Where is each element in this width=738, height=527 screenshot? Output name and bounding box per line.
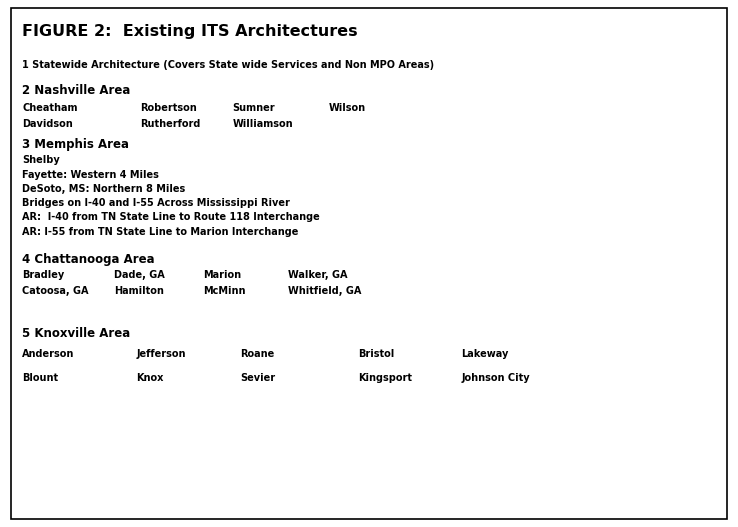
Text: Kingsport: Kingsport bbox=[358, 373, 412, 383]
Text: DeSoto, MS: Northern 8 Miles: DeSoto, MS: Northern 8 Miles bbox=[22, 184, 185, 194]
Text: Blount: Blount bbox=[22, 373, 58, 383]
Text: AR: I-55 from TN State Line to Marion Interchange: AR: I-55 from TN State Line to Marion In… bbox=[22, 227, 298, 237]
Text: Lakeway: Lakeway bbox=[461, 349, 508, 359]
Text: Cheatham: Cheatham bbox=[22, 103, 77, 113]
Text: Jefferson: Jefferson bbox=[137, 349, 186, 359]
Text: Robertson: Robertson bbox=[140, 103, 197, 113]
Text: 3 Memphis Area: 3 Memphis Area bbox=[22, 138, 129, 151]
Text: Bradley: Bradley bbox=[22, 270, 64, 280]
Text: Wilson: Wilson bbox=[328, 103, 365, 113]
Text: Hamilton: Hamilton bbox=[114, 286, 165, 296]
Text: 1 Statewide Architecture (Covers State wide Services and Non MPO Areas): 1 Statewide Architecture (Covers State w… bbox=[22, 60, 434, 70]
Text: Bristol: Bristol bbox=[358, 349, 394, 359]
Text: Catoosa, GA: Catoosa, GA bbox=[22, 286, 89, 296]
Text: Walker, GA: Walker, GA bbox=[288, 270, 348, 280]
Text: Bridges on I-40 and I-55 Across Mississippi River: Bridges on I-40 and I-55 Across Mississi… bbox=[22, 198, 290, 208]
Text: Fayette: Western 4 Miles: Fayette: Western 4 Miles bbox=[22, 170, 159, 180]
FancyBboxPatch shape bbox=[11, 8, 727, 519]
Text: Knox: Knox bbox=[137, 373, 164, 383]
Text: Sumner: Sumner bbox=[232, 103, 275, 113]
Text: Anderson: Anderson bbox=[22, 349, 75, 359]
Text: 2 Nashville Area: 2 Nashville Area bbox=[22, 84, 131, 97]
Text: AR:  I-40 from TN State Line to Route 118 Interchange: AR: I-40 from TN State Line to Route 118… bbox=[22, 212, 320, 222]
Text: Dade, GA: Dade, GA bbox=[114, 270, 165, 280]
Text: Williamson: Williamson bbox=[232, 119, 293, 129]
Text: 5 Knoxville Area: 5 Knoxville Area bbox=[22, 327, 131, 340]
Text: 4 Chattanooga Area: 4 Chattanooga Area bbox=[22, 253, 155, 266]
Text: Shelby: Shelby bbox=[22, 155, 60, 165]
Text: Davidson: Davidson bbox=[22, 119, 73, 129]
Text: Whitfield, GA: Whitfield, GA bbox=[288, 286, 361, 296]
Text: Johnson City: Johnson City bbox=[461, 373, 530, 383]
Text: McMinn: McMinn bbox=[203, 286, 246, 296]
Text: Sevier: Sevier bbox=[240, 373, 275, 383]
Text: Rutherford: Rutherford bbox=[140, 119, 201, 129]
Text: FIGURE 2:  Existing ITS Architectures: FIGURE 2: Existing ITS Architectures bbox=[22, 24, 358, 38]
Text: Marion: Marion bbox=[203, 270, 241, 280]
Text: Roane: Roane bbox=[240, 349, 274, 359]
